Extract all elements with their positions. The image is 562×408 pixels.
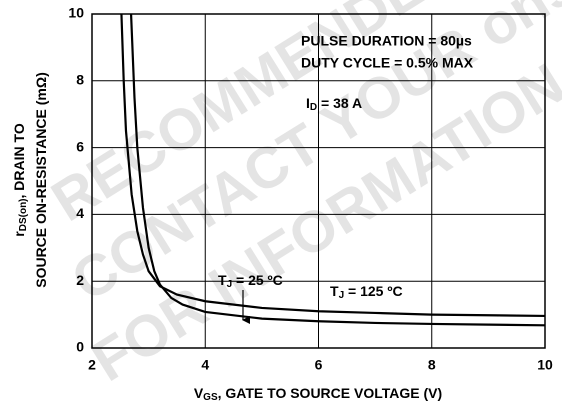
- y-tick-label: 4: [76, 205, 84, 221]
- page: RECOMMENDED FOR NEWCONTACT YOUR onsemiFO…: [0, 0, 562, 408]
- x-axis-label: VGS, GATE TO SOURCE VOLTAGE (V): [194, 385, 442, 403]
- series-label: TJ = 125 ºC: [330, 283, 403, 301]
- y-tick-label: 10: [68, 5, 84, 21]
- x-tick-label: 2: [88, 357, 96, 373]
- x-axis-label-part: , GATE TO SOURCE VOLTAGE (V): [218, 385, 443, 401]
- y-tick-label: 2: [76, 272, 84, 288]
- y-axis-label-part: , DRAIN TO: [11, 123, 27, 198]
- y-axis-label-part: DS(on): [18, 198, 29, 231]
- annotation: PULSE DURATION = 80µs: [301, 33, 472, 49]
- chart: RECOMMENDED FOR NEWCONTACT YOUR onsemiFO…: [0, 0, 562, 408]
- current-label: ID = 38 A: [306, 95, 362, 113]
- x-tick-label: 8: [428, 357, 436, 373]
- current-label-part: = 38 A: [317, 95, 362, 111]
- y-axis-label: SOURCE ON-RESISTANCE (mΩ): [33, 72, 49, 288]
- y-axis-label: rDS(on), DRAIN TO: [11, 123, 29, 237]
- x-axis-label-part: GS: [203, 392, 218, 403]
- x-tick-label: 10: [537, 357, 553, 373]
- y-tick-label: 0: [76, 339, 84, 355]
- y-axis-label-part: SOURCE ON-RESISTANCE (mΩ): [33, 72, 49, 288]
- y-tick-label: 6: [76, 138, 84, 154]
- current-label-part: D: [310, 102, 317, 113]
- series-label-part: = 25 ºC: [232, 272, 283, 288]
- annotation: DUTY CYCLE = 0.5% MAX: [301, 55, 474, 71]
- y-tick-label: 8: [76, 72, 84, 88]
- x-tick-label: 6: [315, 357, 323, 373]
- series-label-part: = 125 ºC: [344, 283, 402, 299]
- x-tick-label: 4: [201, 357, 209, 373]
